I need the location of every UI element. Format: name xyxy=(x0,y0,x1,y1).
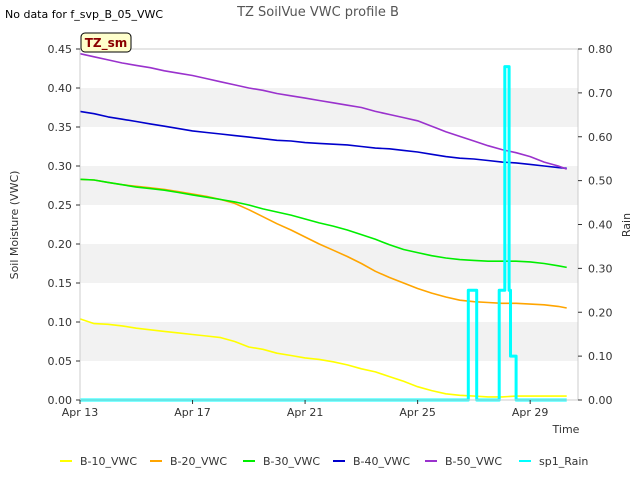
no-data-note: No data for f_svp_B_05_VWC xyxy=(5,8,163,21)
x-tick-label: Apr 17 xyxy=(174,406,211,419)
y-tick-label: 0.45 xyxy=(48,43,73,56)
grid-band xyxy=(80,244,578,283)
y2-tick-label: 0.80 xyxy=(588,43,613,56)
series-line-sp1-rain xyxy=(80,65,567,402)
series-line-b-30-vwc xyxy=(79,178,567,269)
badge: TZ_sm xyxy=(80,32,132,53)
legend-entry: sp1_Rain xyxy=(539,455,588,468)
y-tick-label: 0.35 xyxy=(48,121,73,134)
legend-entry: B-50_VWC xyxy=(445,455,502,468)
x-tick-label: Apr 29 xyxy=(512,406,549,419)
legend-entry: B-10_VWC xyxy=(80,455,137,468)
y2-tick-label: 0.50 xyxy=(588,175,613,188)
grid-band xyxy=(80,88,578,127)
y-tick-label: 0.20 xyxy=(48,238,73,251)
grid-bands xyxy=(80,88,578,361)
y-tick-label: 0.30 xyxy=(48,160,73,173)
y2-tick-label: 0.10 xyxy=(588,350,613,363)
y2-axis-label: Rain xyxy=(620,213,633,237)
x-tick-label: Apr 13 xyxy=(62,406,99,419)
series-line-b-40-vwc xyxy=(79,110,567,170)
y2-tick-label: 0.30 xyxy=(588,262,613,275)
y-tick-label: 0.15 xyxy=(48,277,73,290)
y-axis-label: Soil Moisture (VWC) xyxy=(8,171,21,280)
badge-label: TZ_sm xyxy=(85,36,128,51)
y-tick-label: 0.25 xyxy=(48,199,73,212)
legend-entry: B-30_VWC xyxy=(263,455,320,468)
y2-tick-label: 0.20 xyxy=(588,306,613,319)
y-tick-label: 0.00 xyxy=(48,394,73,407)
y-tick-label: 0.10 xyxy=(48,316,73,329)
series-line-b-50-vwc xyxy=(79,52,567,170)
y2-tick-label: 0.00 xyxy=(588,394,613,407)
y-tick-label: 0.05 xyxy=(48,355,73,368)
y-tick-label: 0.40 xyxy=(48,82,73,95)
grid-band xyxy=(80,166,578,205)
grid-band xyxy=(80,322,578,361)
y2-tick-label: 0.60 xyxy=(588,131,613,144)
y2-tick-label: 0.40 xyxy=(588,219,613,232)
series-line-b-10-vwc xyxy=(79,318,567,398)
series-layer xyxy=(79,52,567,402)
x-axis-ticks: Apr 13 Apr 17 Apr 21 Apr 25 Apr 29 xyxy=(62,400,549,419)
legend-entry: B-20_VWC xyxy=(170,455,227,468)
x-tick-label: Apr 25 xyxy=(399,406,436,419)
y2-tick-label: 0.70 xyxy=(588,87,613,100)
badge-box xyxy=(80,32,132,53)
chart-title: TZ SoilVue VWC profile B xyxy=(236,5,399,20)
legend: B-10_VWC B-20_VWC B-30_VWC B-40_VWC B-50_VWC… xyxy=(60,455,588,468)
y-axis-ticks: 0.00 0.05 0.10 0.15 0.20 0.25 0.30 0.35 0.40 0.45 xyxy=(48,43,80,407)
y2-axis-ticks: 0.00 0.10 0.20 0.30 0.40 0.50 0.60 0.70 0.80 xyxy=(578,43,613,407)
x-tick-label: Apr 21 xyxy=(287,406,324,419)
legend-entry: B-40_VWC xyxy=(353,455,410,468)
x-axis-label: Time xyxy=(552,423,580,436)
